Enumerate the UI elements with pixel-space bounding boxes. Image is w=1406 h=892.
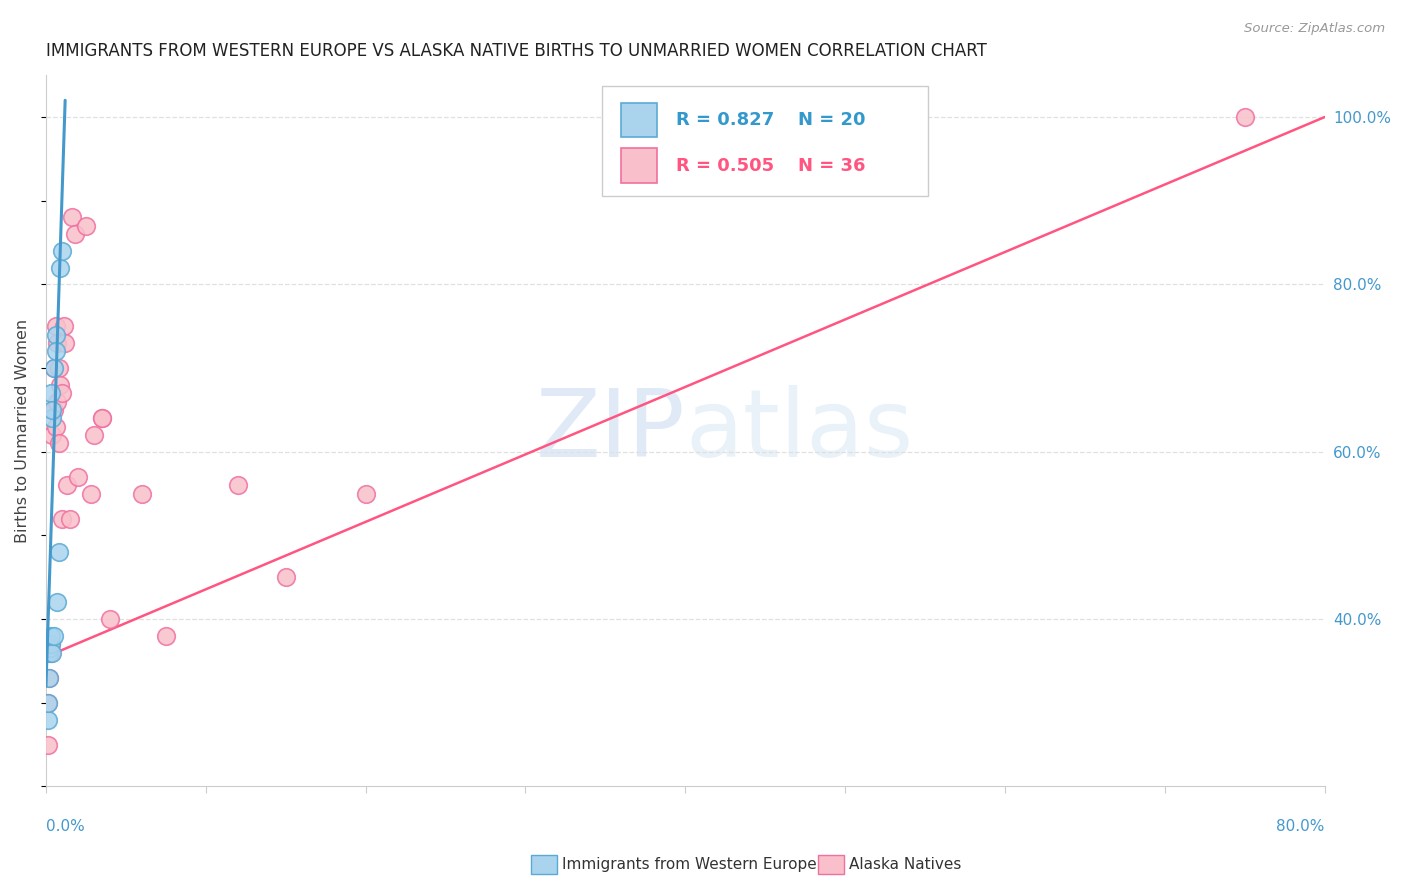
Point	[51, 244, 73, 258]
Point	[46, 394, 69, 409]
Point	[42, 403, 65, 417]
FancyBboxPatch shape	[621, 103, 657, 137]
Point	[354, 486, 377, 500]
Point	[48, 361, 70, 376]
Point	[55, 478, 77, 492]
Point	[59, 512, 82, 526]
Point	[98, 612, 121, 626]
Point	[48, 545, 70, 559]
Point	[63, 227, 86, 242]
Point	[66, 470, 89, 484]
Point	[42, 629, 65, 643]
Point	[41, 411, 63, 425]
Point	[41, 428, 63, 442]
Point	[38, 637, 60, 651]
Point	[80, 486, 103, 500]
Point	[39, 637, 62, 651]
Text: N = 20: N = 20	[797, 111, 865, 129]
Point	[41, 646, 63, 660]
Point	[83, 428, 105, 442]
Point	[90, 411, 112, 425]
Point	[37, 713, 59, 727]
Point	[37, 696, 59, 710]
Point	[39, 629, 62, 643]
Point	[37, 696, 59, 710]
Point	[42, 361, 65, 376]
Point	[39, 637, 62, 651]
Point	[38, 671, 60, 685]
Text: Source: ZipAtlas.com: Source: ZipAtlas.com	[1244, 22, 1385, 36]
Point	[38, 646, 60, 660]
Point	[39, 641, 62, 656]
Text: 0.0%: 0.0%	[46, 819, 84, 833]
Point	[1233, 110, 1256, 124]
Text: R = 0.827: R = 0.827	[676, 111, 775, 129]
Point	[38, 671, 60, 685]
Point	[39, 386, 62, 401]
Point	[45, 327, 67, 342]
Point	[46, 336, 69, 351]
Y-axis label: Births to Unmarried Women: Births to Unmarried Women	[15, 318, 30, 543]
Point	[226, 478, 249, 492]
Text: R = 0.505: R = 0.505	[676, 156, 775, 175]
Point	[274, 570, 297, 584]
Text: ZIP: ZIP	[536, 384, 685, 477]
Point	[39, 646, 62, 660]
Text: Immigrants from Western Europe: Immigrants from Western Europe	[562, 857, 817, 871]
Point	[49, 260, 72, 275]
Point	[41, 403, 63, 417]
Text: 80.0%: 80.0%	[1277, 819, 1324, 833]
Point	[131, 486, 153, 500]
Point	[155, 629, 177, 643]
Point	[90, 411, 112, 425]
Point	[45, 344, 67, 359]
Point	[75, 219, 97, 233]
Point	[52, 319, 75, 334]
Text: IMMIGRANTS FROM WESTERN EUROPE VS ALASKA NATIVE BIRTHS TO UNMARRIED WOMEN CORREL: IMMIGRANTS FROM WESTERN EUROPE VS ALASKA…	[46, 42, 987, 60]
Text: N = 36: N = 36	[797, 156, 865, 175]
Point	[45, 419, 67, 434]
Point	[48, 436, 70, 450]
Point	[60, 211, 83, 225]
Point	[46, 595, 69, 609]
Point	[45, 319, 67, 334]
Point	[51, 386, 73, 401]
Point	[53, 336, 76, 351]
Point	[51, 512, 73, 526]
Text: Alaska Natives: Alaska Natives	[849, 857, 962, 871]
Point	[42, 361, 65, 376]
FancyBboxPatch shape	[621, 148, 657, 183]
Point	[49, 377, 72, 392]
Point	[37, 738, 59, 752]
Text: atlas: atlas	[685, 384, 914, 477]
FancyBboxPatch shape	[602, 86, 928, 196]
